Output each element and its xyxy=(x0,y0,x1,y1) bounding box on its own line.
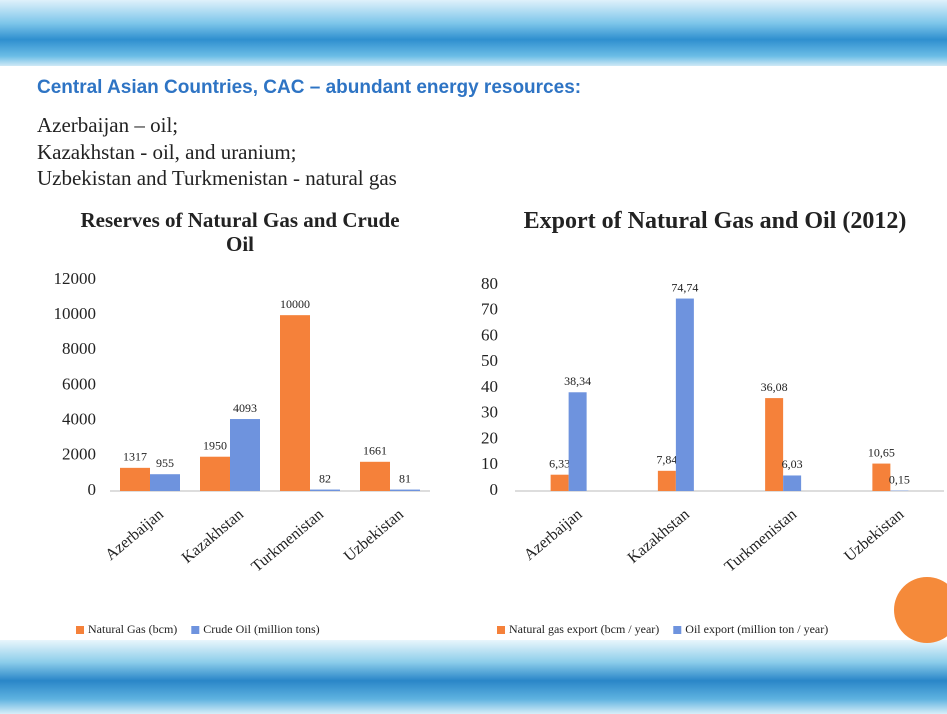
value-label: 10000 xyxy=(280,297,310,311)
y-tick-label: 60 xyxy=(481,325,498,344)
value-label: 74,74 xyxy=(671,280,698,294)
legend-swatch xyxy=(76,626,84,634)
y-tick-label: 80 xyxy=(481,274,498,293)
y-tick-label: 8000 xyxy=(62,339,96,358)
value-label: 10,65 xyxy=(868,445,895,459)
bar xyxy=(568,392,587,491)
legend-label: Oil export (million ton / year) xyxy=(685,622,828,636)
bar xyxy=(657,470,676,491)
y-tick-label: 50 xyxy=(481,351,498,370)
y-tick-label: 0 xyxy=(88,480,97,499)
bar xyxy=(783,475,802,491)
legend-swatch xyxy=(191,626,200,634)
bar xyxy=(200,456,230,491)
x-tick-label: Kazakhstan xyxy=(625,506,693,567)
y-tick-label: 10000 xyxy=(54,304,97,323)
value-label: 1661 xyxy=(363,444,387,458)
legend-label: Natural gas export (bcm / year) xyxy=(509,622,659,636)
y-tick-label: 2000 xyxy=(62,445,96,464)
water-banner xyxy=(0,640,947,714)
value-label: 36,08 xyxy=(761,380,788,394)
y-tick-label: 4000 xyxy=(62,410,96,429)
bar xyxy=(230,419,260,491)
chart-title: Export of Natural Gas and Oil (2012) xyxy=(523,208,907,234)
y-tick-label: 12000 xyxy=(54,269,97,288)
value-label: 4093 xyxy=(233,401,257,415)
value-label: 38,34 xyxy=(564,374,591,388)
bar xyxy=(310,489,340,491)
bar xyxy=(280,315,310,491)
x-tick-label: Uzbekistan xyxy=(341,506,407,565)
bar xyxy=(120,467,150,491)
text-line: Azerbaijan – oil; xyxy=(37,113,179,137)
value-label: 0,15 xyxy=(889,472,910,486)
y-tick-label: 20 xyxy=(481,428,498,447)
text-line: Uzbekistan and Turkmenistan - natural ga… xyxy=(37,166,397,190)
text-line: Kazakhstan - oil, and uranium; xyxy=(37,140,297,164)
value-label: 6,03 xyxy=(782,457,803,471)
bar xyxy=(360,461,390,491)
y-tick-label: 0 xyxy=(490,480,499,499)
value-label: 6,33 xyxy=(549,456,570,470)
bar xyxy=(872,463,891,491)
bar xyxy=(150,474,180,491)
x-tick-label: Azerbaijan xyxy=(521,506,586,564)
heading: Central Asian Countries, CAC – abundant … xyxy=(37,77,582,98)
value-label: 955 xyxy=(156,456,174,470)
legend-label: Natural Gas (bcm) xyxy=(88,622,177,636)
bar xyxy=(390,489,420,491)
chart-title: Reserves of Natural Gas and Crude Oil xyxy=(80,208,400,257)
value-label: 7,84 xyxy=(656,453,677,467)
x-tick-label: Turkmenistan xyxy=(721,506,800,576)
x-tick-label: Uzbekistan xyxy=(841,506,907,565)
y-tick-label: 30 xyxy=(481,403,498,422)
bar xyxy=(765,398,784,491)
cursor-highlight xyxy=(894,577,947,643)
y-tick-label: 70 xyxy=(481,300,498,319)
x-tick-label: Turkmenistan xyxy=(248,506,327,576)
value-label: 1317 xyxy=(123,450,147,464)
x-tick-label: Azerbaijan xyxy=(102,506,167,564)
value-label: 81 xyxy=(399,471,411,485)
y-tick-label: 40 xyxy=(481,377,498,396)
y-tick-label: 10 xyxy=(481,454,498,473)
legend-label: Crude Oil (million tons) xyxy=(203,622,319,636)
value-label: 82 xyxy=(319,471,331,485)
y-tick-label: 6000 xyxy=(62,374,96,393)
bar xyxy=(675,298,694,491)
value-label: 1950 xyxy=(203,438,227,452)
x-tick-label: Kazakhstan xyxy=(179,506,247,567)
legend-swatch xyxy=(497,626,505,634)
water-banner xyxy=(0,0,947,66)
legend-swatch xyxy=(673,626,682,634)
bar xyxy=(550,474,569,491)
